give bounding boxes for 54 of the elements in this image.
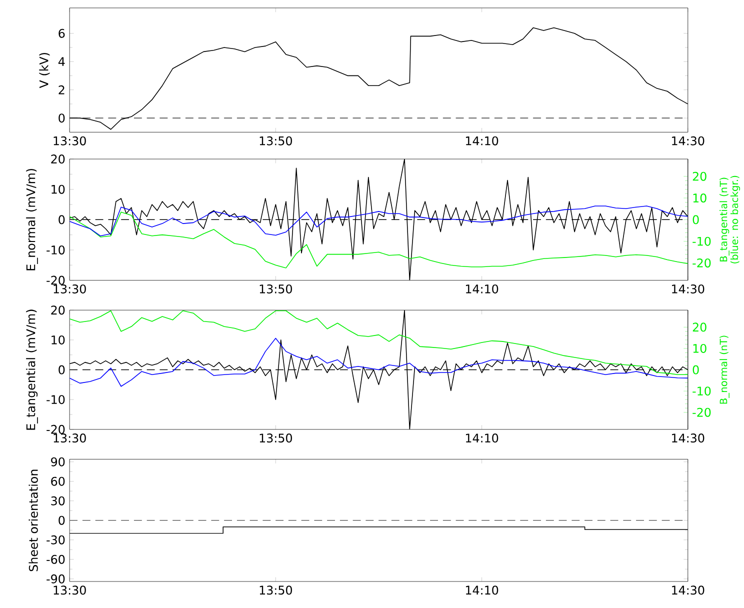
y-axis-title: Sheet orientation bbox=[28, 470, 38, 571]
y-tick-label: 30 bbox=[51, 496, 65, 506]
y2-tick-label: 0 bbox=[692, 365, 699, 374]
y2-tick-label: 20 bbox=[692, 322, 706, 332]
y-tick-label: 0 bbox=[58, 113, 65, 122]
y2-tick-label: 20 bbox=[692, 172, 706, 181]
y2-axis-title: B_tangential (nT) (blue: no backgr.) bbox=[720, 176, 740, 264]
line-series bbox=[70, 205, 688, 236]
x-tick-label: 13:50 bbox=[260, 433, 292, 442]
y2-tick-label: 10 bbox=[693, 344, 706, 353]
y-tick-label: -90 bbox=[46, 574, 65, 584]
y-tick-label: 6 bbox=[58, 28, 65, 38]
y-axis-title: E_normal (mV/m) bbox=[26, 168, 38, 270]
y-axis-title: E_tangential (mV/m) bbox=[26, 310, 38, 430]
x-tick-label: 13:30 bbox=[54, 136, 86, 146]
x-tick-label: 14:10 bbox=[466, 585, 498, 594]
y2-tick-label: -20 bbox=[692, 408, 711, 417]
x-tick-label: 13:30 bbox=[54, 585, 86, 594]
x-tick-label: 14:10 bbox=[466, 136, 498, 146]
x-tick-label: 13:50 bbox=[260, 284, 292, 294]
y-tick-label: 0 bbox=[58, 365, 65, 374]
x-tick-label: 13:30 bbox=[54, 284, 86, 294]
y2-tick-label: 0 bbox=[692, 215, 699, 224]
y-tick-label: 4 bbox=[58, 57, 65, 66]
y-tick-label: -20 bbox=[46, 276, 65, 285]
y-tick-label: -10 bbox=[46, 394, 65, 404]
x-tick-label: 14:30 bbox=[672, 136, 704, 146]
y-tick-label: 2 bbox=[58, 85, 64, 94]
y-tick-label: -30 bbox=[46, 535, 65, 544]
x-tick-label: 14:30 bbox=[672, 284, 704, 294]
y-tick-label: 10 bbox=[52, 184, 65, 194]
y2-axis-title: B_normal (nT) bbox=[720, 336, 730, 404]
y2-tick-label: 10 bbox=[693, 193, 706, 202]
y-tick-label: -60 bbox=[46, 554, 65, 564]
x-tick-label: 13:50 bbox=[260, 136, 292, 146]
y-tick-label: 60 bbox=[51, 476, 65, 486]
y-tick-label: -20 bbox=[46, 424, 65, 434]
y2-tick-label: -10 bbox=[692, 236, 711, 246]
y-tick-label: -10 bbox=[46, 245, 65, 254]
y-tick-label: 10 bbox=[52, 335, 65, 344]
x-tick-label: 14:30 bbox=[672, 433, 704, 442]
y-axis-title: V (kV) bbox=[39, 52, 50, 88]
x-tick-label: 13:30 bbox=[54, 433, 86, 442]
x-tick-label: 14:30 bbox=[672, 585, 704, 594]
y-tick-label: 20 bbox=[51, 305, 65, 314]
y2-tick-label: -10 bbox=[692, 386, 711, 396]
y-tick-label: 0 bbox=[58, 516, 65, 525]
y2-tick-label: -20 bbox=[692, 258, 711, 268]
y-tick-label: 20 bbox=[51, 154, 65, 164]
x-tick-label: 13:50 bbox=[260, 585, 292, 594]
x-tick-label: 14:10 bbox=[466, 433, 498, 442]
y-tick-label: 90 bbox=[51, 457, 65, 466]
y-tick-label: 0 bbox=[58, 215, 65, 224]
x-tick-label: 14:10 bbox=[466, 284, 498, 294]
